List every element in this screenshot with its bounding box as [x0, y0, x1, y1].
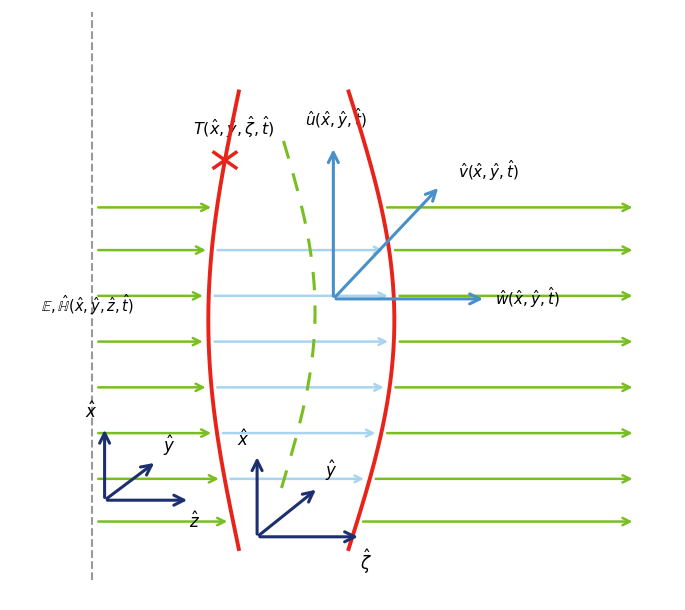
- Text: $\hat{y}$: $\hat{y}$: [162, 434, 175, 458]
- Text: $\hat{w}(\hat{x}, \hat{y}, \hat{t})$: $\hat{w}(\hat{x}, \hat{y}, \hat{t})$: [495, 285, 560, 310]
- Text: $\hat{\zeta}$: $\hat{\zeta}$: [360, 548, 372, 576]
- Text: $\hat{x}$: $\hat{x}$: [85, 401, 97, 422]
- Text: $\hat{v}(\hat{x}, \hat{y}, \hat{t})$: $\hat{v}(\hat{x}, \hat{y}, \hat{t})$: [458, 159, 520, 183]
- Text: $\hat{x}$: $\hat{x}$: [238, 429, 250, 450]
- Text: $\hat{y}$: $\hat{y}$: [325, 459, 338, 483]
- Text: $\mathbb{E}, \hat{\mathbb{H}}(\hat{x}, \hat{y}, \hat{z}, \hat{t})$: $\mathbb{E}, \hat{\mathbb{H}}(\hat{x}, \…: [40, 293, 134, 317]
- Text: $T(\hat{x}, \hat{y}, \hat{\zeta}, \hat{t})$: $T(\hat{x}, \hat{y}, \hat{\zeta}, \hat{t…: [193, 115, 275, 140]
- Text: $\hat{z}$: $\hat{z}$: [189, 511, 201, 532]
- Text: $\hat{u}(\hat{x}, \hat{y}, \hat{t})$: $\hat{u}(\hat{x}, \hat{y}, \hat{t})$: [306, 106, 367, 131]
